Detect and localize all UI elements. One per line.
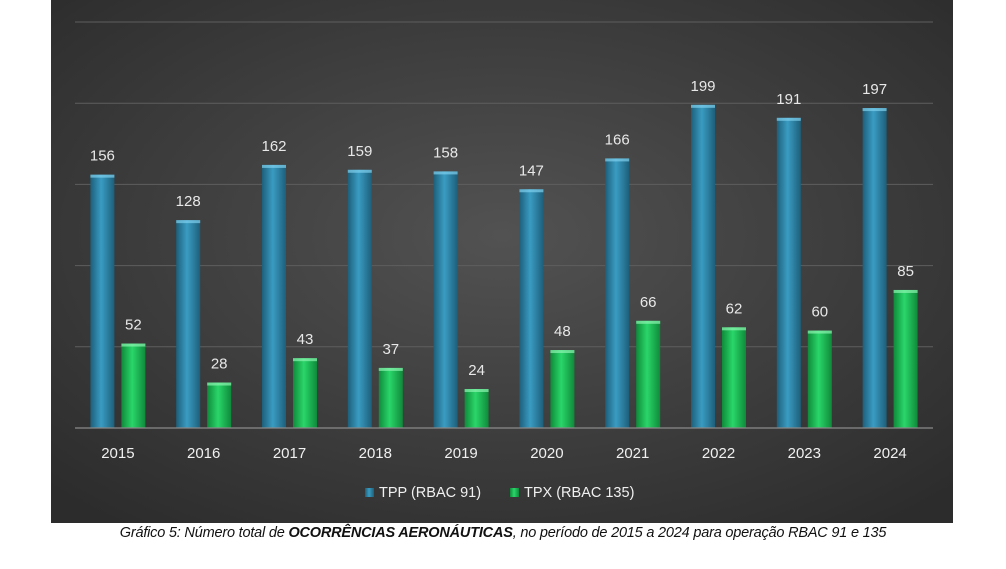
bar-tpp [776,117,801,428]
bar-top-highlight [550,350,575,354]
bars [90,104,918,429]
legend-label: TPX (RBAC 135) [524,485,634,501]
legend-item-tpx: TPX (RBAC 135) [510,485,634,501]
bar-top-highlight [347,169,372,173]
data-label: 159 [347,143,372,160]
data-label: 197 [862,81,887,98]
bar-tpp [691,104,715,428]
bar-top-highlight [807,330,832,334]
legend-swatch [365,488,374,497]
bar-tpp [519,189,544,428]
bar-top-highlight [691,104,715,108]
bar-top-highlight [722,327,746,331]
data-label: 199 [690,78,715,95]
data-label: 24 [468,362,485,379]
data-label: 85 [897,263,914,280]
data-label: 66 [640,294,657,311]
data-label: 52 [125,317,142,334]
bar-tpp [90,174,115,428]
bar-top-highlight [378,367,403,371]
bar-tpp [176,220,201,428]
bar-top-highlight [293,358,317,362]
bar-top-highlight [90,174,115,178]
x-tick-label: 2021 [616,445,649,462]
bar-top-highlight [207,382,232,386]
bar-chart: 156 52 128 28 162 43 159 37 158 24 147 48 166 66 199 62… [51,0,953,523]
bar-top-highlight [893,289,918,293]
bar-tpx [378,367,403,428]
x-tick-label: 2019 [444,445,477,462]
data-label: 60 [811,304,828,321]
data-label: 128 [176,193,201,210]
data-label: 158 [433,144,458,161]
x-tick-label: 2016 [187,445,220,462]
caption-bold: OCORRÊNCIAS AERONÁUTICAS [288,525,513,541]
bar-tpx [636,320,661,428]
legend-label: TPP (RBAC 91) [379,485,481,501]
data-label: 191 [776,91,801,108]
chart-background [51,0,953,523]
bar-tpx [464,389,489,428]
bar-tpx [293,358,317,428]
x-tick-label: 2020 [530,445,563,462]
x-tick-label: 2023 [788,445,821,462]
bar-top-highlight [636,320,661,324]
bar-tpp [605,158,630,428]
bar-tpp [862,108,887,429]
bar-tpx [207,382,232,428]
caption-prefix: Gráfico 5: Número total de [119,525,289,541]
x-tick-label: 2018 [359,445,392,462]
data-label: 162 [261,138,286,155]
data-label: 147 [519,162,544,179]
data-label: 156 [90,148,115,165]
bar-tpx [121,343,146,428]
data-label: 43 [297,331,314,348]
x-tick-label: 2024 [873,445,906,462]
bar-tpx [893,289,918,428]
bar-tpx [722,327,746,428]
data-label: 28 [211,356,228,373]
x-axis: 2015 2016 2017 2018 2019 2020 2021 2022 2023 2024 [75,427,933,462]
bar-top-highlight [776,117,801,121]
bar-top-highlight [176,220,201,224]
bar-top-highlight [433,171,458,175]
legend-item-tpp: TPP (RBAC 91) [365,485,481,501]
figure-caption: Gráfico 5: Número total de OCORRÊNCIAS A… [0,525,1006,541]
bar-top-highlight [262,164,286,168]
data-label: 62 [726,300,743,317]
chart-panel: 156 52 128 28 162 43 159 37 158 24 147 48 166 66 199 62… [51,0,953,523]
data-label: 166 [605,131,630,148]
bar-top-highlight [519,189,544,193]
data-labels: 156 52 128 28 162 43 159 37 158 24 147 48 166 66 199 62… [90,78,914,379]
legend-swatch [510,488,519,497]
bar-tpp [433,171,458,428]
bar-top-highlight [121,343,146,347]
x-tick-label: 2015 [101,445,134,462]
bar-top-highlight [862,108,887,112]
bar-tpx [550,350,575,428]
caption-suffix: , no período de 2015 a 2024 para operaçã… [512,525,887,541]
bar-tpx [807,330,832,428]
bar-top-highlight [464,389,489,393]
bar-top-highlight [605,158,630,162]
data-label: 37 [382,341,399,358]
legend: TPP (RBAC 91) TPX (RBAC 135) [365,485,634,501]
x-tick-label: 2022 [702,445,735,462]
bar-tpp [262,164,286,429]
bar-tpp [347,169,372,428]
x-tick-label: 2017 [273,445,306,462]
data-label: 48 [554,323,571,340]
